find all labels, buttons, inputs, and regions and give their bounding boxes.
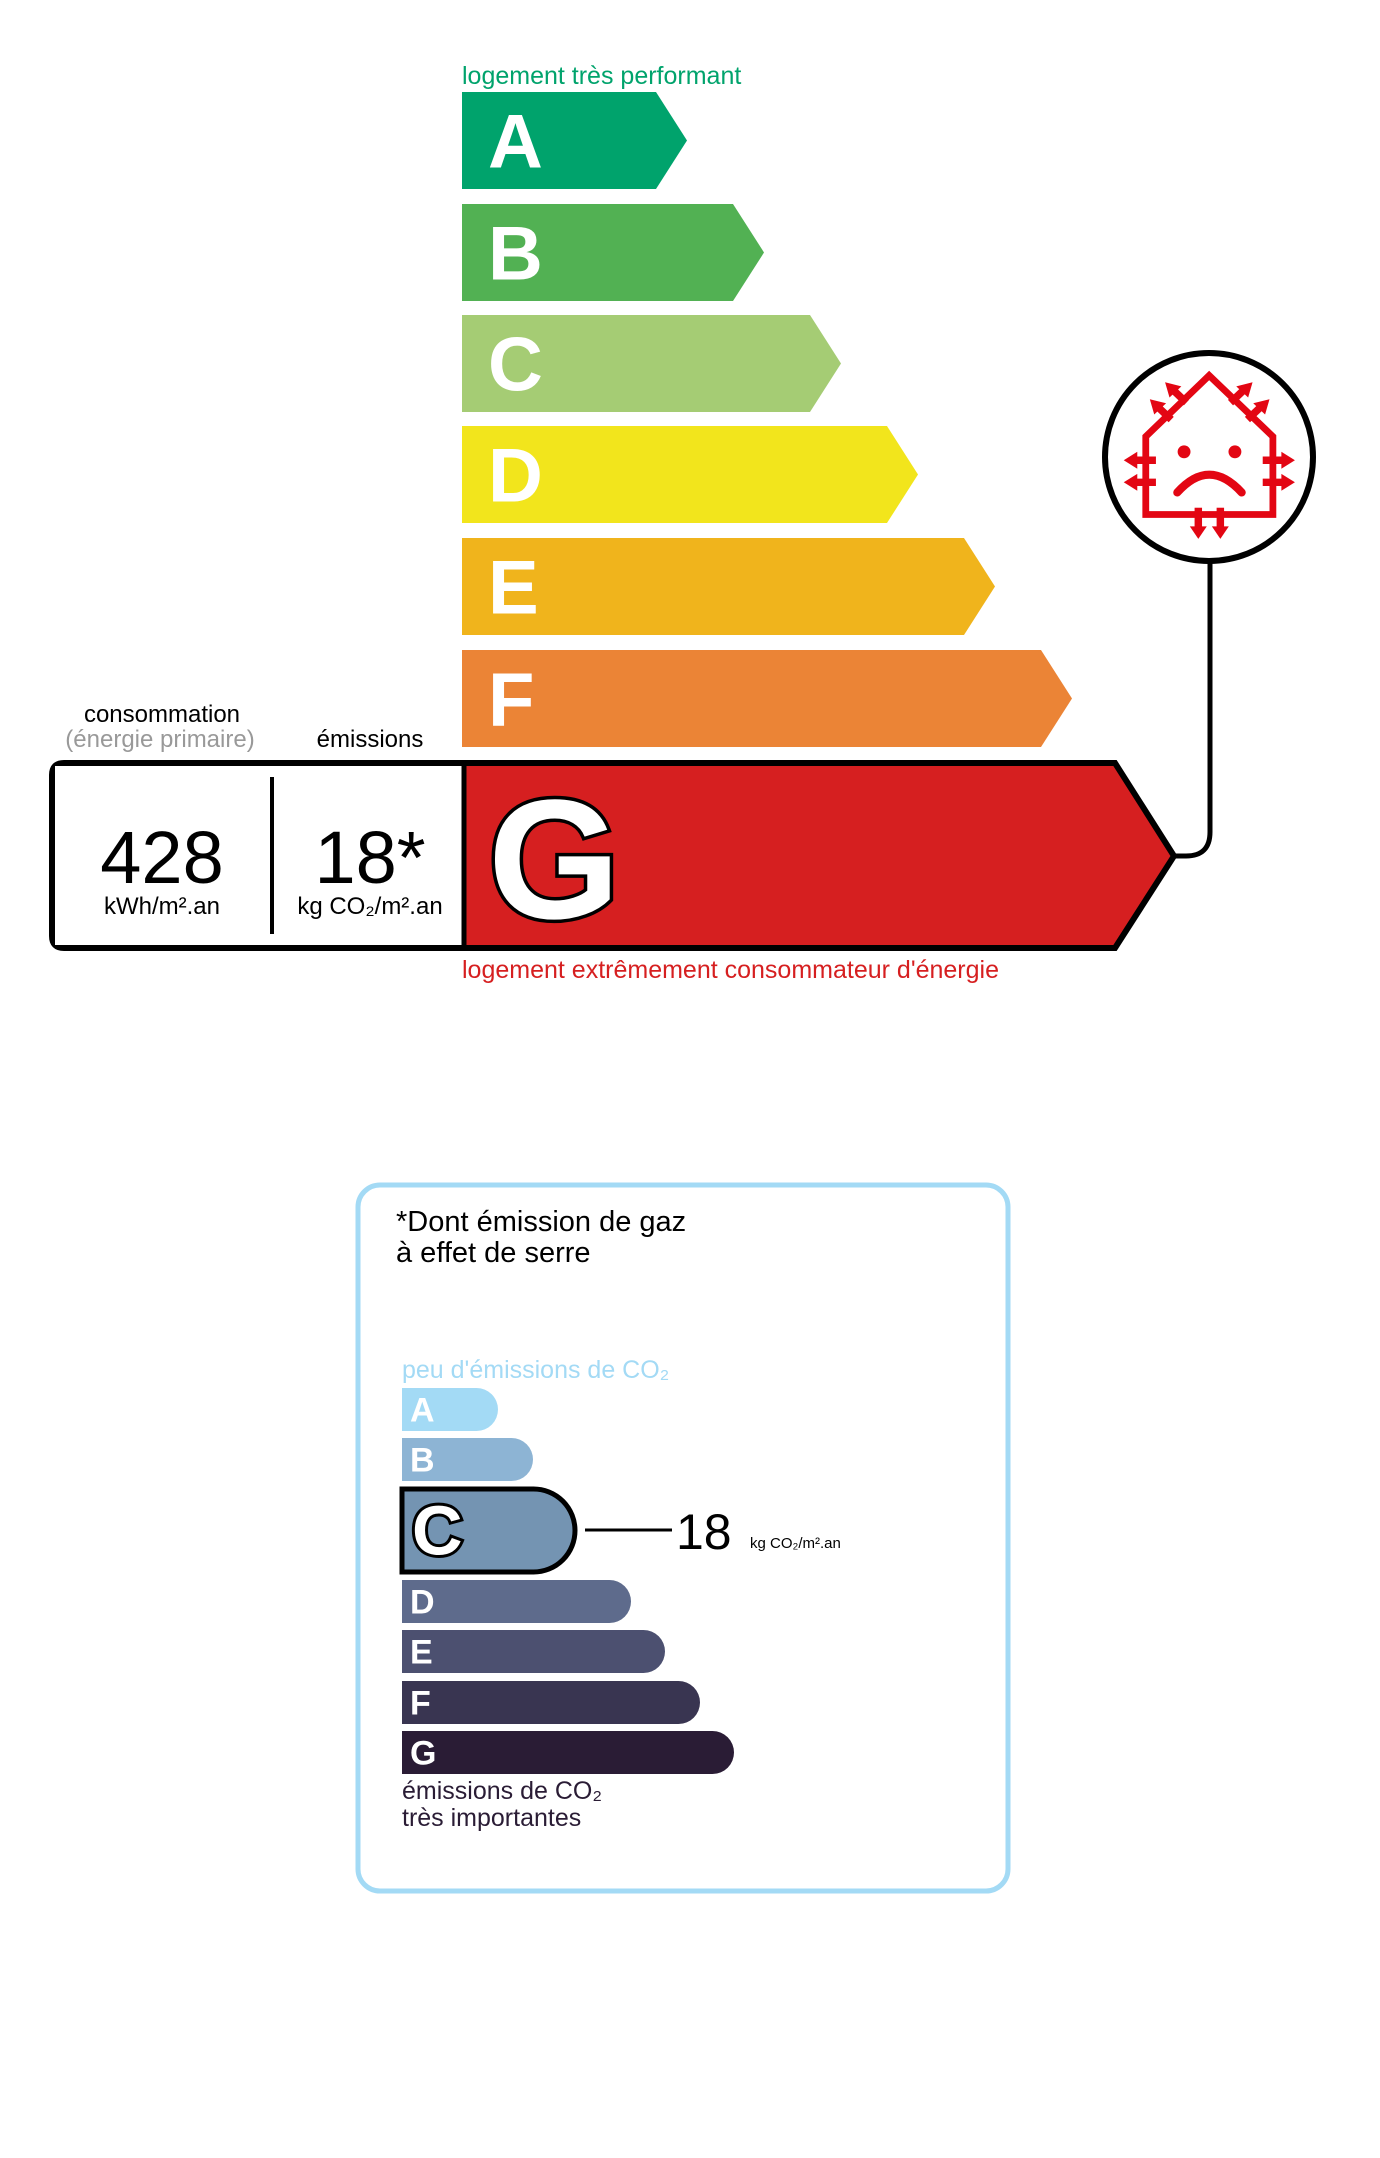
ges-top-label: peu d'émissions de CO₂ [402, 1356, 669, 1384]
dpe-class-letter: D [488, 434, 543, 519]
dpe-class-bar-d [462, 426, 918, 523]
connector-line [1172, 562, 1213, 859]
emissions-unit: kg CO₂/m².an [297, 893, 442, 920]
dpe-top-label: logement très performant [462, 62, 741, 90]
ges-class-bar-g [402, 1731, 734, 1774]
consumption-label: consommation [84, 701, 240, 728]
ges-class-bar-d [402, 1580, 631, 1623]
ges-class-bar-b [402, 1438, 533, 1481]
values-panel [55, 766, 462, 945]
dpe-class-letter: C [488, 323, 543, 408]
consumption-sublabel: (énergie primaire) [65, 726, 254, 753]
ges-class-letter: B [410, 1442, 435, 1480]
dpe-bottom-label: logement extrêmement consommateur d'éner… [462, 956, 999, 984]
ges-bottom-label-line1: émissions de CO₂ [402, 1777, 602, 1805]
dpe-class-letter: B [488, 212, 543, 297]
emissions-label: émissions [317, 726, 424, 753]
ges-class-bar-e [402, 1630, 665, 1673]
ges-title-line1: *Dont émission de gaz [396, 1206, 686, 1238]
ges-class-letter: A [410, 1392, 435, 1430]
consumption-unit: kWh/m².an [104, 893, 220, 920]
ges-class-letter: D [410, 1584, 435, 1622]
consumption-value: 428 [100, 816, 223, 899]
dpe-class-bar-e [462, 538, 995, 635]
ges-bottom-label-line2: très importantes [402, 1804, 581, 1832]
ges-value: 18 [676, 1504, 732, 1560]
dpe-class-bar-c [462, 315, 841, 412]
ges-class-bar-f [402, 1681, 700, 1724]
dpe-class-bar-f [462, 650, 1072, 747]
dpe-class-bar-a [462, 92, 687, 189]
emissions-value: 18* [314, 816, 425, 899]
dpe-class-letter: A [488, 100, 543, 185]
ges-class-letter: C [412, 1492, 463, 1570]
ges-class-bar-a [402, 1387, 498, 1431]
ges-class-letter: F [410, 1685, 431, 1723]
ges-class-bar-c [399, 1486, 578, 1575]
ges-unit: kg CO₂/m².an [750, 1535, 841, 1552]
ges-class-letter: G [410, 1735, 436, 1773]
ges-class-letter: E [410, 1634, 433, 1672]
ges-title-line2: à effet de serre [396, 1237, 591, 1269]
dpe-class-bar-b [462, 204, 764, 301]
dpe-class-letter: F [488, 658, 534, 743]
dpe-active-letter: G [488, 765, 620, 955]
unhappy-house-heat-loss-icon [1123, 370, 1295, 539]
dpe-class-letter: E [488, 546, 539, 631]
